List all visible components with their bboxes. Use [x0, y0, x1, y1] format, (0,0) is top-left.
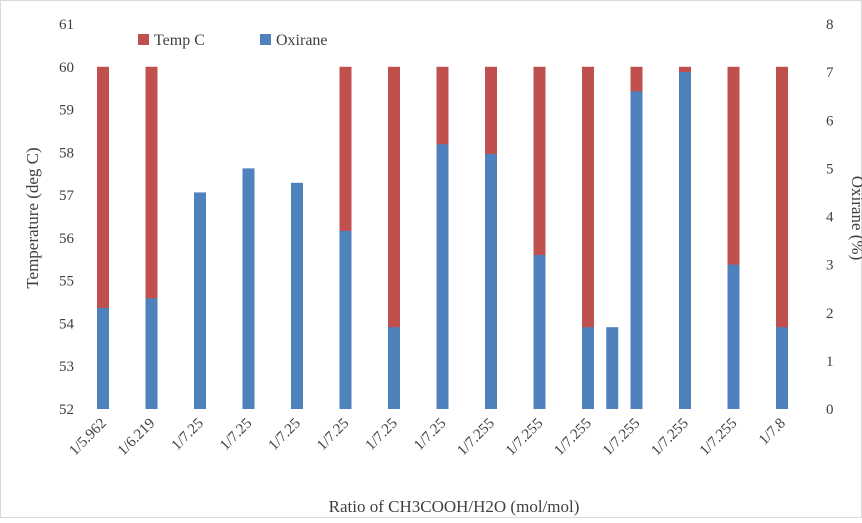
y-tick-label-0: 52 [59, 402, 74, 418]
bar-oxirane-4 [291, 182, 303, 409]
y2-tick-label-3: 3 [826, 258, 834, 274]
y-tick-label-8: 60 [59, 60, 74, 76]
bar-oxirane-8 [485, 153, 497, 409]
bar-oxirane-7 [436, 144, 449, 409]
bar-temp-6 [388, 66, 400, 410]
y-tick-label-6: 58 [59, 145, 74, 161]
y2-tick-label-7: 7 [826, 65, 834, 81]
legend-label-oxirane: Oxirane [276, 32, 328, 49]
y-tick-label-3: 55 [59, 274, 74, 290]
bar-oxirane-12 [679, 72, 691, 409]
bar-extra-0 [606, 327, 619, 409]
bar-oxirane-2 [194, 192, 206, 409]
y-tick-label-2: 54 [59, 316, 75, 332]
bar-oxirane-13 [727, 264, 740, 409]
y2-tick-label-0: 0 [826, 402, 834, 418]
y2-tick-label-4: 4 [826, 210, 834, 226]
bar-oxirane-9 [533, 255, 546, 409]
bar-oxirane-0 [97, 307, 109, 409]
y2-tick-label-2: 2 [826, 306, 834, 322]
bar-temp-14 [776, 66, 788, 410]
bar-oxirane-3 [242, 168, 255, 409]
y2-tick-label-6: 6 [826, 113, 834, 129]
legend: Temp C Oxirane [138, 32, 328, 49]
y-tick-label-9: 61 [59, 17, 74, 33]
legend-swatch-temp [138, 34, 149, 45]
legend-label-temp: Temp C [154, 32, 205, 49]
y-tick-label-5: 57 [59, 188, 75, 204]
bar-oxirane-14 [776, 327, 788, 409]
bar-oxirane-6 [388, 327, 400, 409]
legend-swatch-oxirane [260, 34, 271, 45]
bar-temp-10 [582, 66, 594, 410]
y-tick-label-7: 59 [59, 103, 74, 119]
bar-oxirane-5 [339, 230, 352, 409]
y-tick-label-1: 53 [59, 359, 74, 375]
y2-tick-label-8: 8 [826, 17, 834, 33]
bar-oxirane-10 [582, 327, 594, 409]
bar-oxirane-1 [145, 298, 158, 409]
bar-oxirane-11 [630, 91, 643, 409]
y-tick-label-4: 56 [59, 231, 75, 247]
bar-layer [97, 66, 788, 410]
y2-tick-label-1: 1 [826, 354, 834, 370]
y2-tick-label-5: 5 [826, 161, 834, 177]
y2-axis-title: Oxirane (%) [848, 176, 862, 261]
x-axis-title: Ratio of CH3COOH/H2O (mol/mol) [329, 497, 580, 516]
y-axis-title: Temperature (deg C) [23, 147, 42, 288]
